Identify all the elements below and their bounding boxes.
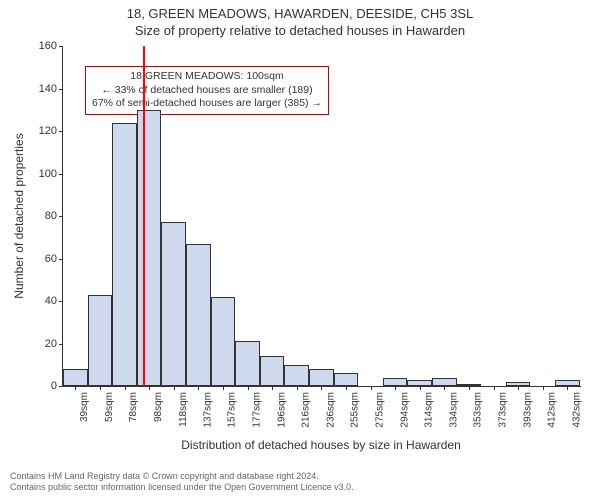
y-tick-mark (59, 259, 63, 260)
x-tick-mark (223, 386, 224, 390)
x-tick-mark (543, 386, 544, 390)
y-tick-label: 120 (27, 125, 57, 137)
x-tick-label: 275sqm (375, 392, 386, 428)
x-tick-mark (518, 386, 519, 390)
footer-line: Contains public sector information licen… (10, 482, 354, 494)
histogram-bar (309, 369, 334, 386)
x-tick-label: 255sqm (350, 392, 361, 428)
x-tick-label: 59sqm (104, 392, 115, 422)
y-tick-mark (59, 386, 63, 387)
y-tick-label: 60 (27, 253, 57, 265)
histogram-bar (235, 341, 260, 386)
histogram-bar (260, 356, 285, 386)
x-tick-mark (371, 386, 372, 390)
histogram-bar (334, 373, 359, 386)
y-tick-mark (59, 216, 63, 217)
page-title-address: 18, GREEN MEADOWS, HAWARDEN, DEESIDE, CH… (0, 0, 600, 21)
histogram-bar (88, 295, 113, 386)
y-tick-label: 80 (27, 210, 57, 222)
annotation-box: 18 GREEN MEADOWS: 100sqm ← 33% of detach… (85, 66, 329, 115)
y-tick-mark (59, 46, 63, 47)
histogram-bar (137, 110, 162, 386)
x-axis-label: Distribution of detached houses by size … (62, 438, 580, 452)
x-tick-label: 334sqm (448, 392, 459, 428)
y-tick-label: 20 (27, 338, 57, 350)
x-tick-label: 353sqm (473, 392, 484, 428)
chart-area: Number of detached properties 18 GREEN M… (62, 46, 580, 416)
x-tick-mark (444, 386, 445, 390)
x-tick-label: 373sqm (498, 392, 509, 428)
chart-container: 18, GREEN MEADOWS, HAWARDEN, DEESIDE, CH… (0, 0, 600, 500)
histogram-bar (161, 222, 186, 386)
x-tick-mark (469, 386, 470, 390)
y-tick-mark (59, 344, 63, 345)
histogram-bar (63, 369, 88, 386)
x-tick-mark (297, 386, 298, 390)
x-tick-label: 412sqm (547, 392, 558, 428)
x-tick-mark (248, 386, 249, 390)
annotation-line: 18 GREEN MEADOWS: 100sqm (92, 70, 322, 84)
x-tick-label: 118sqm (178, 392, 189, 427)
x-tick-label: 216sqm (301, 392, 312, 428)
x-tick-mark (321, 386, 322, 390)
histogram-bar (112, 123, 137, 387)
x-tick-label: 39sqm (79, 392, 90, 422)
y-tick-mark (59, 174, 63, 175)
x-tick-label: 137sqm (202, 392, 213, 428)
x-tick-mark (567, 386, 568, 390)
x-tick-label: 157sqm (227, 392, 238, 428)
plot-region: 18 GREEN MEADOWS: 100sqm ← 33% of detach… (62, 46, 581, 387)
y-tick-label: 140 (27, 83, 57, 95)
x-tick-mark (75, 386, 76, 390)
y-tick-label: 100 (27, 168, 57, 180)
y-tick-mark (59, 301, 63, 302)
x-tick-label: 236sqm (325, 392, 336, 428)
x-tick-mark (494, 386, 495, 390)
x-tick-label: 294sqm (399, 392, 410, 428)
footer-line: Contains HM Land Registry data © Crown c… (10, 471, 354, 483)
histogram-bar (432, 378, 457, 387)
x-tick-mark (395, 386, 396, 390)
x-tick-mark (100, 386, 101, 390)
x-tick-label: 78sqm (129, 392, 140, 422)
x-tick-label: 432sqm (571, 392, 582, 428)
x-tick-label: 196sqm (276, 392, 287, 428)
y-tick-label: 40 (27, 295, 57, 307)
histogram-bar (186, 244, 211, 386)
x-tick-label: 314sqm (424, 392, 435, 428)
y-tick-mark (59, 131, 63, 132)
reference-line (143, 46, 145, 386)
x-tick-label: 98sqm (153, 392, 164, 422)
x-tick-label: 177sqm (252, 392, 263, 428)
x-tick-label: 393sqm (522, 392, 533, 428)
histogram-bar (211, 297, 236, 386)
y-tick-label: 160 (27, 40, 57, 52)
x-tick-mark (346, 386, 347, 390)
y-tick-label: 0 (27, 380, 57, 392)
x-tick-mark (420, 386, 421, 390)
annotation-line: ← 33% of detached houses are smaller (18… (92, 84, 322, 98)
x-tick-mark (272, 386, 273, 390)
x-tick-mark (174, 386, 175, 390)
histogram-bar (284, 365, 309, 386)
y-axis-label: Number of detached properties (12, 133, 26, 298)
page-subtitle: Size of property relative to detached ho… (0, 21, 600, 38)
footer-attribution: Contains HM Land Registry data © Crown c… (10, 471, 354, 494)
x-tick-mark (198, 386, 199, 390)
histogram-bar (383, 378, 408, 387)
annotation-line: 67% of semi-detached houses are larger (… (92, 97, 322, 111)
x-tick-mark (125, 386, 126, 390)
y-tick-mark (59, 89, 63, 90)
x-tick-mark (149, 386, 150, 390)
